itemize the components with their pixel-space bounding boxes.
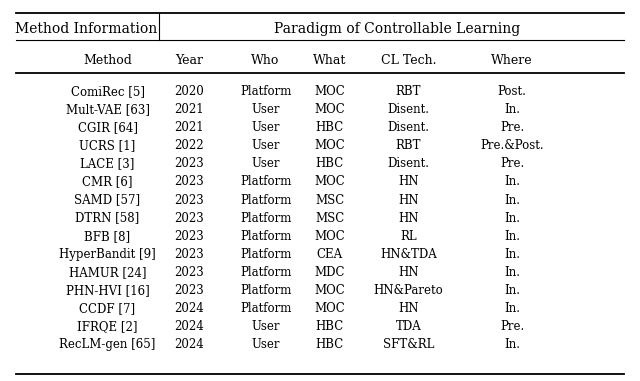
Text: RecLM-gen [65]: RecLM-gen [65] [60,338,156,351]
Text: Post.: Post. [497,85,527,98]
Text: MOC: MOC [314,230,345,243]
Text: CGIR [64]: CGIR [64] [77,121,138,134]
Text: MOC: MOC [314,85,345,98]
Text: 2021: 2021 [174,103,204,116]
Text: Pre.&Post.: Pre.&Post. [480,139,544,152]
Text: 2023: 2023 [174,284,204,297]
Text: SFT&RL: SFT&RL [383,338,434,351]
Text: MOC: MOC [314,175,345,189]
Text: Pre.: Pre. [500,121,524,134]
Text: In.: In. [504,338,520,351]
Text: User: User [252,121,280,134]
Text: MDC: MDC [314,266,345,279]
Text: Platform: Platform [240,302,291,315]
Text: User: User [252,320,280,333]
Text: HN&TDA: HN&TDA [380,248,436,261]
Text: Platform: Platform [240,85,291,98]
Text: DTRN [58]: DTRN [58] [76,211,140,225]
Text: Platform: Platform [240,175,291,189]
Text: CCDF [7]: CCDF [7] [79,302,136,315]
Text: MOC: MOC [314,284,345,297]
Text: Platform: Platform [240,284,291,297]
Text: 2023: 2023 [174,211,204,225]
Text: In.: In. [504,302,520,315]
Text: MOC: MOC [314,103,345,116]
Text: Pre.: Pre. [500,320,524,333]
Text: ComiRec [5]: ComiRec [5] [70,85,145,98]
Text: HN: HN [398,302,419,315]
Text: 2024: 2024 [174,302,204,315]
Text: Disent.: Disent. [387,157,429,170]
Text: HN: HN [398,211,419,225]
Text: In.: In. [504,266,520,279]
Text: Where: Where [491,54,533,67]
Text: HN: HN [398,266,419,279]
Text: 2023: 2023 [174,157,204,170]
Text: In.: In. [504,194,520,207]
Text: HN&Pareto: HN&Pareto [374,284,443,297]
Text: RBT: RBT [396,139,421,152]
Text: RBT: RBT [396,85,421,98]
Text: PHN-HVI [16]: PHN-HVI [16] [66,284,149,297]
Text: Platform: Platform [240,211,291,225]
Text: Platform: Platform [240,230,291,243]
Text: HBC: HBC [316,338,344,351]
Text: Method: Method [83,54,132,67]
Text: HBC: HBC [316,157,344,170]
Text: 2020: 2020 [174,85,204,98]
Text: In.: In. [504,175,520,189]
Text: 2023: 2023 [174,248,204,261]
Text: In.: In. [504,248,520,261]
Text: HAMUR [24]: HAMUR [24] [68,266,147,279]
Text: MSC: MSC [315,194,344,207]
Text: Who: Who [252,54,280,67]
Text: 2023: 2023 [174,230,204,243]
Text: 2024: 2024 [174,338,204,351]
Text: What: What [313,54,346,67]
Text: 2023: 2023 [174,194,204,207]
Text: 2023: 2023 [174,266,204,279]
Text: Disent.: Disent. [387,121,429,134]
Text: 2024: 2024 [174,320,204,333]
Text: RL: RL [400,230,417,243]
Text: HBC: HBC [316,320,344,333]
Text: SAMD [57]: SAMD [57] [74,194,141,207]
Text: HBC: HBC [316,121,344,134]
Text: CL Tech.: CL Tech. [381,54,436,67]
Text: Paradigm of Controllable Learning: Paradigm of Controllable Learning [274,22,520,35]
Text: UCRS [1]: UCRS [1] [79,139,136,152]
Text: IFRQE [2]: IFRQE [2] [77,320,138,333]
Text: User: User [252,103,280,116]
Text: Disent.: Disent. [387,103,429,116]
Text: In.: In. [504,284,520,297]
Text: Year: Year [175,54,203,67]
Text: User: User [252,157,280,170]
Text: In.: In. [504,211,520,225]
Text: MOC: MOC [314,139,345,152]
Text: Method Information: Method Information [15,22,157,35]
Text: In.: In. [504,103,520,116]
Text: HyperBandit [9]: HyperBandit [9] [59,248,156,261]
Text: Platform: Platform [240,266,291,279]
Text: 2022: 2022 [174,139,204,152]
Text: HN: HN [398,194,419,207]
Text: MOC: MOC [314,302,345,315]
Text: 2023: 2023 [174,175,204,189]
Text: CMR [6]: CMR [6] [83,175,132,189]
Text: Platform: Platform [240,194,291,207]
Text: LACE [3]: LACE [3] [81,157,134,170]
Text: TDA: TDA [396,320,421,333]
Text: HN: HN [398,175,419,189]
Text: User: User [252,338,280,351]
Text: Mult-VAE [63]: Mult-VAE [63] [65,103,150,116]
Text: Platform: Platform [240,248,291,261]
Text: BFB [8]: BFB [8] [84,230,131,243]
Text: CEA: CEA [317,248,342,261]
Text: MSC: MSC [315,211,344,225]
Text: Pre.: Pre. [500,157,524,170]
Text: In.: In. [504,230,520,243]
Text: User: User [252,139,280,152]
Text: 2021: 2021 [174,121,204,134]
